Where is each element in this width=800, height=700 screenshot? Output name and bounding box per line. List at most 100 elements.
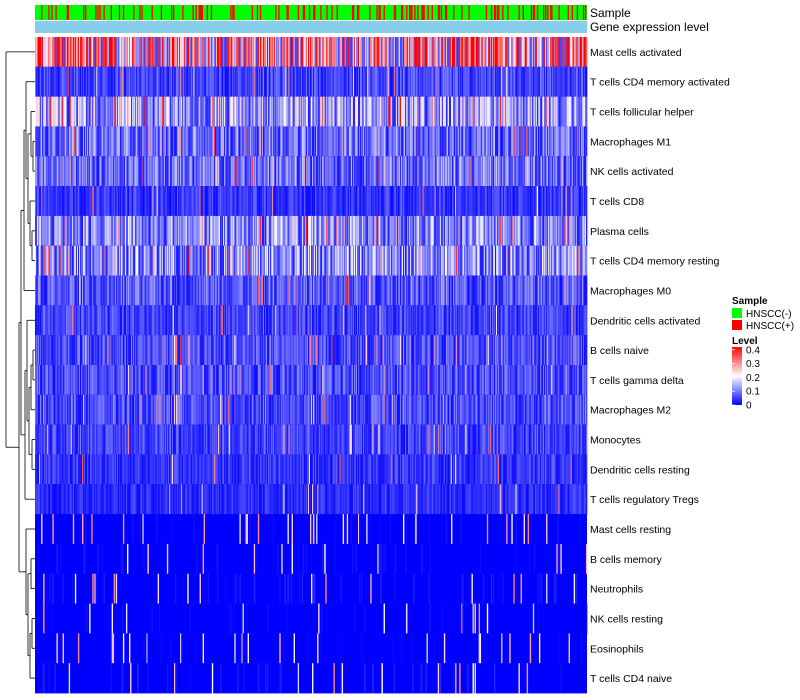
heatmap-cell (423, 96, 425, 127)
heatmap-cell (189, 37, 191, 68)
heatmap-cell (452, 66, 454, 98)
heatmap-cell (354, 215, 357, 247)
heatmap-cell (303, 215, 306, 247)
heatmap-cell (53, 37, 55, 68)
heatmap-cell (512, 66, 514, 98)
heatmap-cell (481, 37, 484, 68)
heatmap-cell (45, 275, 47, 306)
heatmap-cell (341, 66, 344, 98)
heatmap-cell (273, 186, 275, 217)
heatmap-cell (486, 245, 489, 276)
heatmap-cell (430, 126, 432, 157)
heatmap-cell (552, 37, 554, 68)
heatmap-cell (444, 37, 447, 68)
heatmap-cell (552, 186, 554, 217)
heatmap-cell (229, 186, 231, 217)
heatmap-cell (516, 215, 518, 247)
heatmap-cell (173, 96, 175, 127)
heatmap-cell (247, 215, 249, 247)
heatmap-cell (398, 186, 401, 217)
heatmap-cell (68, 186, 71, 217)
heatmap-cell (155, 215, 157, 247)
heatmap-cell (102, 245, 104, 276)
heatmap-cell (293, 37, 295, 68)
heatmap-cell (232, 186, 234, 217)
heatmap-cell (115, 96, 118, 127)
heatmap-cell (405, 215, 407, 247)
heatmap-cell (526, 156, 529, 187)
heatmap-cell (396, 66, 399, 98)
heatmap-cell (36, 37, 38, 68)
heatmap-cell (145, 96, 147, 127)
heatmap-cell (256, 66, 259, 98)
heatmap-cell (79, 66, 82, 98)
sample-positive-mark (352, 5, 355, 20)
heatmap-cell (304, 66, 307, 98)
heatmap-cell (583, 275, 586, 306)
heatmap-cell (98, 186, 100, 217)
heatmap-cell (397, 126, 400, 157)
heatmap-cell (171, 275, 174, 306)
heatmap-cell (409, 37, 411, 68)
heatmap-cell (325, 275, 327, 306)
heatmap-cell (578, 126, 581, 157)
heatmap-cell (545, 186, 547, 217)
heatmap-cell (392, 96, 395, 127)
heatmap-cell (160, 126, 163, 157)
heatmap-cell (270, 215, 272, 247)
heatmap-cell (558, 156, 560, 187)
heatmap-cell (247, 245, 249, 276)
heatmap-cell (471, 245, 473, 276)
heatmap-cell (421, 126, 423, 157)
heatmap-cell (288, 215, 290, 247)
heatmap-cell (234, 215, 236, 247)
heatmap-cell (63, 245, 65, 276)
heatmap-cell (238, 186, 240, 217)
heatmap-cell (470, 156, 472, 187)
heatmap-cell (146, 275, 148, 306)
heatmap-cell (108, 275, 110, 306)
heatmap-cell (236, 37, 238, 68)
heatmap-cell (425, 186, 427, 217)
heatmap-cell (79, 275, 82, 306)
heatmap-cell (501, 126, 503, 157)
heatmap-cell (133, 66, 135, 98)
heatmap-cell (281, 37, 283, 68)
heatmap-cell (511, 215, 513, 247)
heatmap-cell (121, 215, 124, 247)
heatmap-cell (294, 186, 297, 217)
heatmap-cell (135, 37, 137, 68)
heatmap-cell (414, 156, 416, 187)
heatmap-cell (427, 245, 429, 276)
heatmap-cell (319, 186, 321, 217)
heatmap-cell (109, 215, 111, 247)
heatmap-cell (582, 96, 585, 127)
heatmap-cell (315, 37, 317, 68)
heatmap-cell (382, 66, 384, 98)
heatmap-cell (192, 156, 194, 187)
heatmap-cell (302, 37, 305, 68)
heatmap-cell (475, 156, 477, 187)
heatmap-cell (322, 126, 324, 157)
heatmap-cell (550, 126, 552, 157)
heatmap-cell (493, 215, 496, 247)
heatmap-cell (185, 186, 187, 217)
heatmap-cell (263, 215, 266, 247)
heatmap-cell (274, 66, 276, 98)
heatmap-cell (335, 245, 337, 276)
heatmap-cell (58, 96, 60, 127)
heatmap-cell (37, 215, 39, 247)
heatmap-cell (520, 156, 522, 187)
heatmap-cell (269, 215, 271, 247)
heatmap-cell (457, 96, 459, 127)
heatmap-cell (137, 245, 139, 276)
heatmap-cell (253, 96, 256, 127)
heatmap-cell (360, 126, 362, 157)
heatmap-cell (380, 126, 382, 157)
heatmap-cell (76, 156, 79, 187)
heatmap-cell (363, 275, 365, 306)
heatmap-cell (493, 275, 496, 306)
heatmap-cell (461, 37, 463, 68)
heatmap-cell (73, 96, 76, 127)
heatmap-cell (578, 66, 581, 98)
